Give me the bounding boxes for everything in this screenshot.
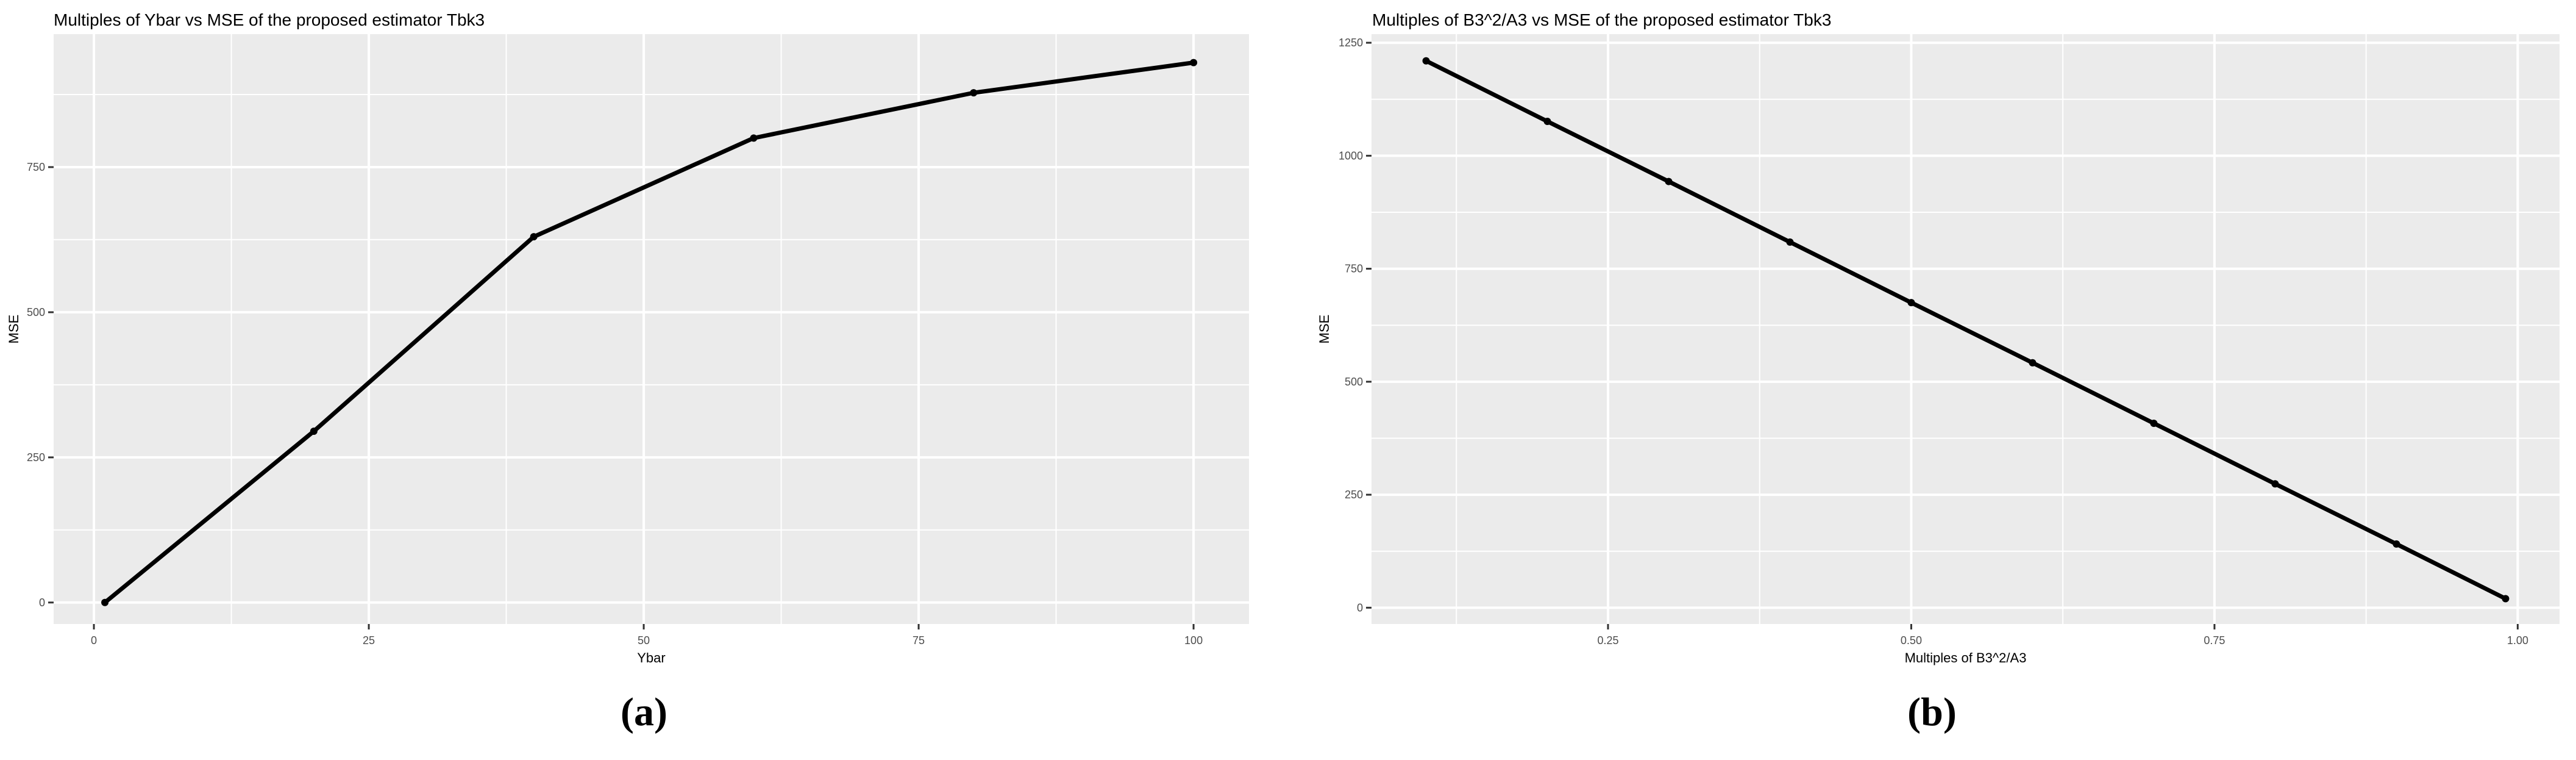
mse-line-series <box>1424 59 2508 601</box>
data-point-marker <box>2271 480 2279 488</box>
y-tick-label: 1250 <box>1339 37 1363 49</box>
y-tick-label: 750 <box>27 161 45 173</box>
caption-b: (b) <box>1907 690 1957 734</box>
data-point-marker <box>1786 238 1794 246</box>
data-point-marker <box>2150 419 2158 427</box>
data-point-marker <box>750 134 758 142</box>
y-tick-label: 250 <box>1345 489 1363 501</box>
x-tick-label: 75 <box>913 634 925 647</box>
chart-a: 0 25 50 75 100 0 250 500 750 Multiples of Ybar vs… <box>6 10 1249 665</box>
chart-title: Multiples of B3^2/A3 vs MSE of the propo… <box>1372 10 1831 29</box>
x-tick-label: 100 <box>1184 634 1203 647</box>
data-point-marker <box>1190 59 1198 66</box>
data-point-marker <box>1665 177 1673 185</box>
y-tick-label: 0 <box>39 597 45 609</box>
caption-a: (a) <box>621 690 667 734</box>
y-tick-label: 250 <box>27 451 45 464</box>
plot-panel-background <box>54 34 1249 624</box>
data-point-marker <box>2393 540 2400 548</box>
data-point-marker <box>2502 595 2510 603</box>
y-tick-label: 0 <box>1357 601 1363 614</box>
data-point-marker <box>1422 57 1430 65</box>
data-point-marker <box>101 598 109 606</box>
data-point-marker <box>970 89 978 97</box>
y-tick-label: 1000 <box>1339 149 1363 162</box>
x-tick-label: 25 <box>363 634 375 647</box>
chart-title: Multiples of Ybar vs MSE of the proposed… <box>54 10 485 29</box>
x-tick-label: 0.75 <box>2204 634 2225 647</box>
data-point-marker <box>310 428 318 436</box>
x-axis-title: Multiples of B3^2/A3 <box>1905 650 2027 665</box>
y-axis-title: MSE <box>1317 315 1332 344</box>
data-point-marker <box>1543 118 1551 126</box>
x-tick-label: 0.25 <box>1597 634 1618 647</box>
y-axis-title: MSE <box>6 315 21 344</box>
x-tick-label: 0.50 <box>1901 634 1922 647</box>
y-tick-label: 500 <box>27 306 45 318</box>
chart-b: 0.25 0.50 0.75 1.00 0 250 500 750 1000 1250 Multip… <box>1317 10 2560 665</box>
x-tick-label: 0 <box>91 634 97 647</box>
y-tick-label: 500 <box>1345 376 1363 388</box>
figure-panel-b: 0.25 0.50 0.75 1.00 0 250 500 750 1000 1250 Multip… <box>1288 0 2576 760</box>
y-tick-label: 750 <box>1345 263 1363 275</box>
data-point-marker <box>530 233 538 241</box>
x-axis-title: Ybar <box>637 650 665 665</box>
figure-panel-a: 0 25 50 75 100 0 250 500 750 Multiples of Ybar vs… <box>6 10 1249 734</box>
x-tick-label: 1.00 <box>2507 634 2528 647</box>
data-point-marker <box>2029 359 2037 367</box>
mse-line-series <box>102 60 1196 605</box>
data-point-marker <box>1907 299 1915 307</box>
x-tick-label: 50 <box>638 634 650 647</box>
